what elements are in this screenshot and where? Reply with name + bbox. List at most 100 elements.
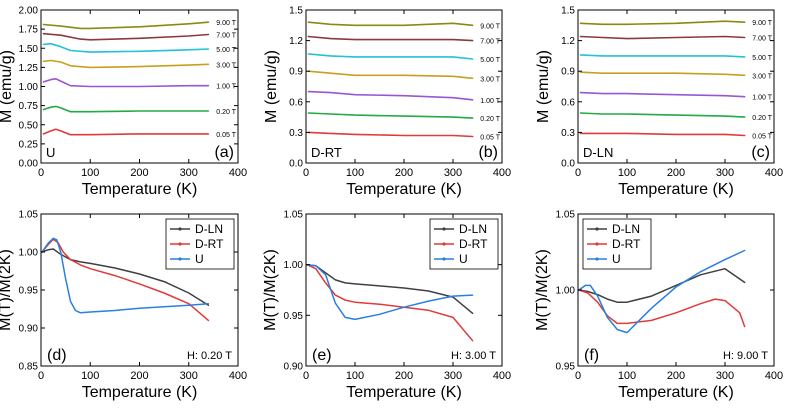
series-label: 9.00 T	[480, 23, 500, 30]
x-tick-label: 200	[667, 167, 685, 179]
y-tick-label: 0.3	[561, 128, 575, 139]
x-axis-title: Temperature (K)	[618, 181, 734, 198]
x-tick-label: 100	[346, 370, 364, 382]
series-line	[579, 71, 746, 77]
series-label: 3.00 T	[216, 62, 236, 69]
y-tick-label: 1.50	[19, 44, 39, 55]
y-tick-label: 1.00	[19, 82, 39, 93]
legend-marker	[595, 257, 599, 261]
series-line	[578, 289, 746, 328]
y-tick-label: 0.9	[561, 67, 575, 78]
legend-label: U	[195, 252, 204, 266]
series-line	[42, 59, 210, 69]
y-axis-title: M (emu/g)	[0, 50, 15, 123]
x-tick-label: 400	[765, 167, 783, 179]
chart-panel-1: 0.05 T 0.20 T 1.00 T 3.00 T 5.00 T 7.00 T 9.00…	[0, 6, 247, 199]
series-line	[579, 132, 746, 137]
y-tick-label: 0.95	[19, 286, 39, 297]
sample-label: D-RT	[311, 145, 342, 160]
series-line	[42, 42, 210, 53]
legend-marker	[178, 257, 182, 261]
series-line	[307, 70, 474, 80]
y-tick-label: 0.25	[19, 139, 39, 150]
y-tick-label: 1.05	[284, 210, 304, 221]
x-tick-label: 400	[229, 167, 247, 179]
legend-label: D-LN	[612, 222, 640, 236]
series-line	[307, 35, 474, 42]
panel-letter: (c)	[751, 144, 770, 161]
legend-label: U	[459, 252, 468, 266]
legend-label: D-LN	[195, 222, 223, 236]
series-label: 7.00 T	[480, 39, 500, 46]
series-line	[578, 267, 746, 303]
series-line	[42, 21, 210, 30]
series-label: 3.00 T	[752, 73, 772, 80]
x-axis-title: Temperature (K)	[618, 384, 734, 401]
legend-marker	[442, 227, 446, 231]
x-tick-label: 400	[765, 370, 783, 382]
legend-marker	[178, 242, 182, 246]
series-line	[579, 35, 746, 40]
legend-label: D-RT	[459, 237, 488, 251]
y-axis-title: M (emu/g)	[535, 50, 552, 123]
series-line	[578, 249, 746, 334]
x-tick-label: 0	[38, 167, 44, 179]
chart-panel-6: 0 100 200 300 400 0.95 1.00 1.05 Temperature (K)…	[534, 210, 783, 402]
panel-letter: (d)	[47, 347, 67, 364]
x-tick-label: 400	[229, 370, 247, 382]
x-tick-label: 100	[81, 370, 99, 382]
series-line	[306, 263, 474, 321]
y-tick-label: 0.0	[289, 159, 303, 170]
legend-marker	[442, 242, 446, 246]
x-tick-label: 300	[180, 167, 198, 179]
y-tick-label: 0.50	[19, 120, 39, 131]
y-tick-label: 1.00	[19, 248, 39, 259]
series-label: 0.20 T	[752, 115, 772, 122]
x-tick-label: 200	[395, 167, 413, 179]
chart-panel-5: 0 100 200 300 400 0.90 0.95 1.00 1.05 Temperature…	[262, 210, 511, 402]
y-tick-label: 0.90	[19, 324, 39, 335]
series-line	[307, 112, 474, 119]
series-line	[41, 237, 210, 314]
y-tick-label: 0.6	[561, 97, 575, 108]
series-line	[41, 248, 210, 306]
series-label: 5.00 T	[480, 57, 500, 64]
chart-panel-2: 0.05 T 0.20 T 1.00 T 3.00 T 5.00 T 7.00 T 9.00…	[263, 6, 511, 199]
series-label: 7.00 T	[216, 32, 236, 39]
panel-letter: (b)	[478, 144, 498, 161]
y-tick-label: 1.00	[284, 260, 304, 271]
y-tick-label: 1.00	[556, 286, 576, 297]
y-tick-label: 2.00	[19, 6, 39, 17]
legend-label: D-RT	[612, 237, 641, 251]
series-line	[579, 54, 746, 58]
y-tick-label: 1.2	[561, 36, 575, 47]
x-tick-label: 200	[130, 167, 148, 179]
y-tick-label: 0.85	[19, 362, 39, 373]
field-annotation: H: 9.00 T	[723, 350, 768, 362]
x-tick-label: 300	[180, 370, 198, 382]
y-tick-label: 0.00	[19, 159, 39, 170]
y-tick-label: 0.75	[19, 101, 39, 112]
plot-frame	[305, 9, 503, 164]
x-tick-label: 300	[444, 167, 462, 179]
series-label: 5.00 T	[216, 47, 236, 54]
x-tick-label: 100	[346, 167, 364, 179]
x-tick-label: 200	[395, 370, 413, 382]
x-tick-label: 0	[303, 370, 309, 382]
series-label: 1.00 T	[752, 95, 772, 102]
series-label: 7.00 T	[752, 36, 772, 43]
legend-marker	[442, 257, 446, 261]
y-tick-label: 0.95	[284, 311, 304, 322]
series-label: 1.00 T	[216, 84, 236, 91]
y-tick-label: 0.3	[289, 128, 303, 139]
y-tick-label: 0.90	[284, 362, 304, 373]
y-axis-title: M(T)/M(2K)	[534, 249, 551, 331]
series-line	[579, 20, 746, 26]
y-tick-label: 1.25	[19, 63, 39, 74]
y-tick-label: 1.05	[556, 210, 576, 221]
x-axis-title: Temperature (K)	[346, 181, 462, 198]
legend-label: U	[612, 252, 621, 266]
y-axis-title: M (emu/g)	[263, 50, 280, 123]
series-label: 0.05 T	[752, 133, 772, 140]
